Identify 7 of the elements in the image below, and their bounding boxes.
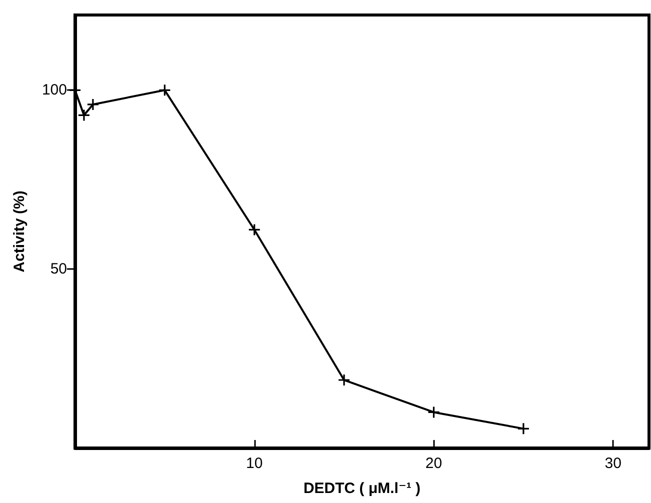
x-axis-title: DEDTC ( μM.l⁻¹ ) xyxy=(303,480,421,497)
y-tick-label: 50 xyxy=(50,260,67,278)
x-tick-label: 10 xyxy=(246,455,263,472)
y-tick-label: 100 xyxy=(42,82,67,99)
x-tick-label: 20 xyxy=(425,455,442,472)
y-axis-title: Activity (%) xyxy=(11,190,28,272)
x-tick-label: 30 xyxy=(604,455,622,472)
